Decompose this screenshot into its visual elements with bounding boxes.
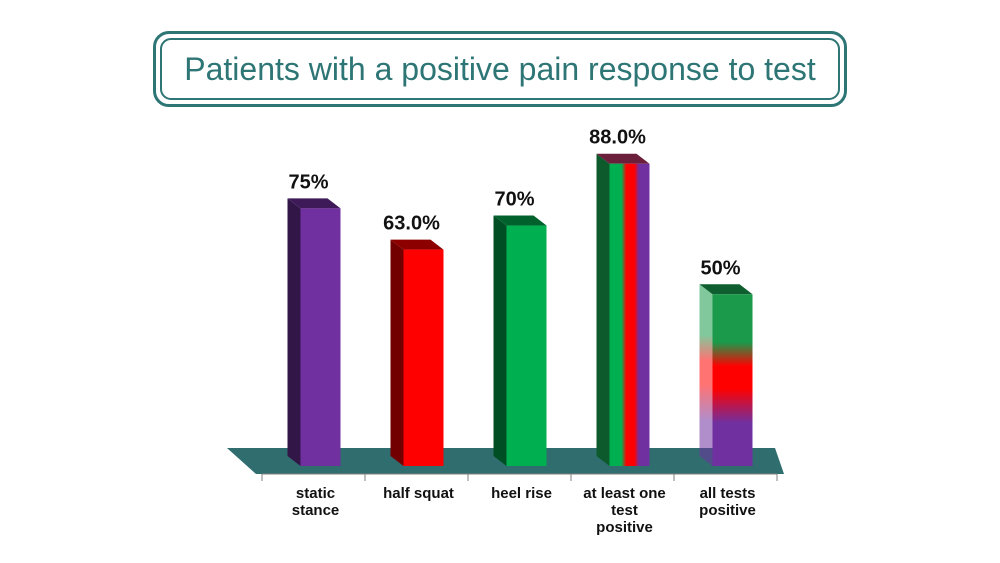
bar-top [699, 284, 753, 295]
x-tick-label: heel rise [491, 485, 552, 502]
data-label: 50% [700, 257, 740, 279]
data-label: 63.0% [383, 213, 440, 235]
bar-group: 88.0% [589, 127, 650, 466]
bar-top [596, 153, 650, 164]
bar-top [287, 198, 341, 209]
bar [300, 208, 341, 466]
chart-title-inner-frame: Patients with a positive pain response t… [160, 38, 840, 100]
bar [609, 163, 650, 466]
x-tick-label: half squat [383, 485, 454, 502]
data-label: 88.0% [589, 127, 646, 149]
data-label: 75% [288, 171, 328, 193]
bar-top [390, 239, 444, 250]
bar [712, 294, 753, 466]
bar [506, 225, 547, 466]
bar-side [699, 284, 713, 466]
bar-group: 50% [699, 257, 753, 466]
x-tick-label: at least one test positive [583, 485, 666, 536]
chart-title-frame: Patients with a positive pain response t… [153, 31, 847, 107]
bar-group: 75% [287, 171, 341, 466]
bar-group: 63.0% [383, 213, 444, 466]
bar-side [493, 215, 507, 466]
bar-side [390, 239, 404, 466]
bar [403, 249, 444, 466]
chart-title: Patients with a positive pain response t… [184, 50, 816, 87]
x-tick-label: static stance [292, 485, 340, 519]
bar-side [287, 198, 301, 466]
data-label: 70% [494, 189, 534, 211]
x-tick-label: all tests positive [699, 485, 756, 519]
bar-top [493, 215, 547, 226]
bar-side [596, 153, 610, 466]
bar-group: 70% [493, 189, 547, 466]
